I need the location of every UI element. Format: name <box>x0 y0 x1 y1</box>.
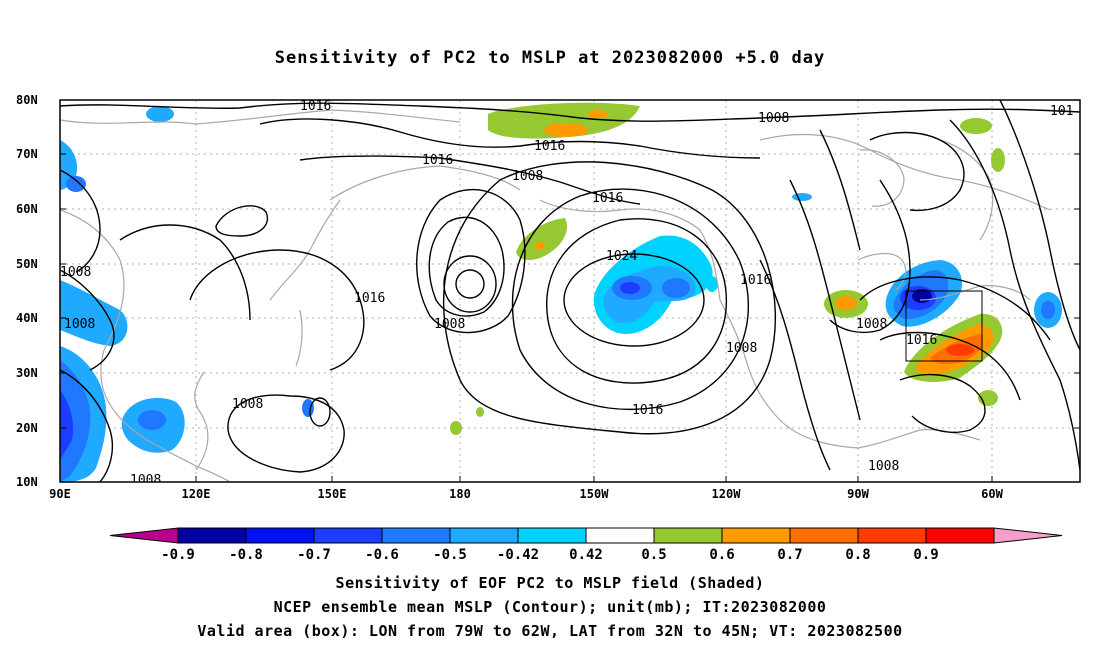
contour-label: 1008 <box>868 459 899 474</box>
lat-label: 80N <box>16 93 38 107</box>
colorbar-arrow-low <box>109 527 179 544</box>
colorbar-tick-label: -0.8 <box>229 547 263 563</box>
caption-shaded: Sensitivity of EOF PC2 to MSLP field (Sh… <box>335 574 765 592</box>
lon-label: 60W <box>981 487 1003 501</box>
colorbar-swatch <box>177 527 247 544</box>
caption-contour: NCEP ensemble mean MSLP (Contour); unit(… <box>273 598 827 616</box>
colorbar-swatch <box>653 527 723 544</box>
lon-label: 180 <box>449 487 471 501</box>
colorbar-tick-label: 0.5 <box>641 547 666 563</box>
lon-label: 120W <box>712 487 742 501</box>
contour-label: 1008 <box>232 397 263 412</box>
lat-labels: 80N 70N 60N 50N 40N 30N 20N 10N <box>16 93 38 489</box>
contour-label: 101 <box>1050 104 1073 119</box>
colorbar-tick-label: -0.42 <box>497 547 539 563</box>
contour-label: 1008 <box>726 341 757 356</box>
map-title: Sensitivity of PC2 to MSLP at 2023082000… <box>274 48 826 68</box>
mslp-contours <box>60 100 1080 482</box>
colorbar <box>109 527 1063 544</box>
contour-label: 1008 <box>512 169 543 184</box>
contour-label: 1016 <box>632 403 663 418</box>
contour-label: 1016 <box>592 191 623 206</box>
colorbar-swatch <box>381 527 451 544</box>
colorbar-swatch <box>517 527 587 544</box>
lat-label: 50N <box>16 257 38 271</box>
colorbar-swatch <box>245 527 315 544</box>
colorbar-swatch <box>313 527 383 544</box>
lat-label: 60N <box>16 202 38 216</box>
lon-labels: 90E 120E 150E 180 150W 120W 90W 60W <box>49 487 1003 501</box>
colorbar-labels: -0.9 -0.8 -0.7 -0.6 -0.5 -0.42 0.42 0.5 0.6 0.7 0.… <box>161 547 939 563</box>
colorbar-tick-label: -0.5 <box>433 547 467 563</box>
lat-label: 30N <box>16 366 38 380</box>
colorbar-tick-label: 0.7 <box>777 547 802 563</box>
colorbar-swatch <box>925 527 995 544</box>
shaded-sensitivity <box>60 102 1062 482</box>
colorbar-tick-label: -0.7 <box>297 547 331 563</box>
contour-label: 1016 <box>354 291 385 306</box>
contour-label: 1016 <box>906 333 937 348</box>
contour-label: 1024 <box>606 249 637 264</box>
lon-label: 150E <box>318 487 347 501</box>
lon-label: 120E <box>182 487 211 501</box>
colorbar-swatch <box>721 527 791 544</box>
colorbar-swatch <box>857 527 927 544</box>
lat-label: 40N <box>16 311 38 325</box>
valid-area-box <box>905 290 983 362</box>
lat-label: 20N <box>16 421 38 435</box>
contour-label: 1016 <box>740 273 771 288</box>
colorbar-tick-label: -0.9 <box>161 547 195 563</box>
contour-label: 1008 <box>60 265 91 280</box>
lon-label: 90W <box>847 487 869 501</box>
colorbar-arrow-high <box>993 527 1063 544</box>
colorbar-swatch <box>585 527 655 544</box>
map-frame <box>59 99 1081 483</box>
contour-label: 1008 <box>758 111 789 126</box>
colorbar-tick-label: 0.42 <box>569 547 603 563</box>
contour-label: 1008 <box>434 317 465 332</box>
caption-valid-area: Valid area (box): LON from 79W to 62W, L… <box>197 622 903 640</box>
colorbar-tick-label: 0.8 <box>845 547 870 563</box>
contour-label: 1008 <box>130 473 161 488</box>
colorbar-tick-label: 0.9 <box>913 547 938 563</box>
contour-label: 1016 <box>422 153 453 168</box>
tick-marks <box>60 153 1080 482</box>
lon-label: 90E <box>49 487 71 501</box>
contour-label: 1008 <box>64 317 95 332</box>
colorbar-swatch <box>449 527 519 544</box>
contour-label: 1016 <box>534 139 565 154</box>
contour-label: 1008 <box>856 317 887 332</box>
colorbar-swatch <box>789 527 859 544</box>
contour-labels: 1016 1016 1016 1016 1008 1008 1008 1008 … <box>60 99 1073 488</box>
lat-label: 70N <box>16 147 38 161</box>
lat-label: 10N <box>16 475 38 489</box>
colorbar-tick-label: -0.6 <box>365 547 399 563</box>
coastlines <box>60 109 1051 482</box>
lon-label: 150W <box>580 487 610 501</box>
contour-label: 1016 <box>300 99 331 114</box>
colorbar-tick-label: 0.6 <box>709 547 734 563</box>
